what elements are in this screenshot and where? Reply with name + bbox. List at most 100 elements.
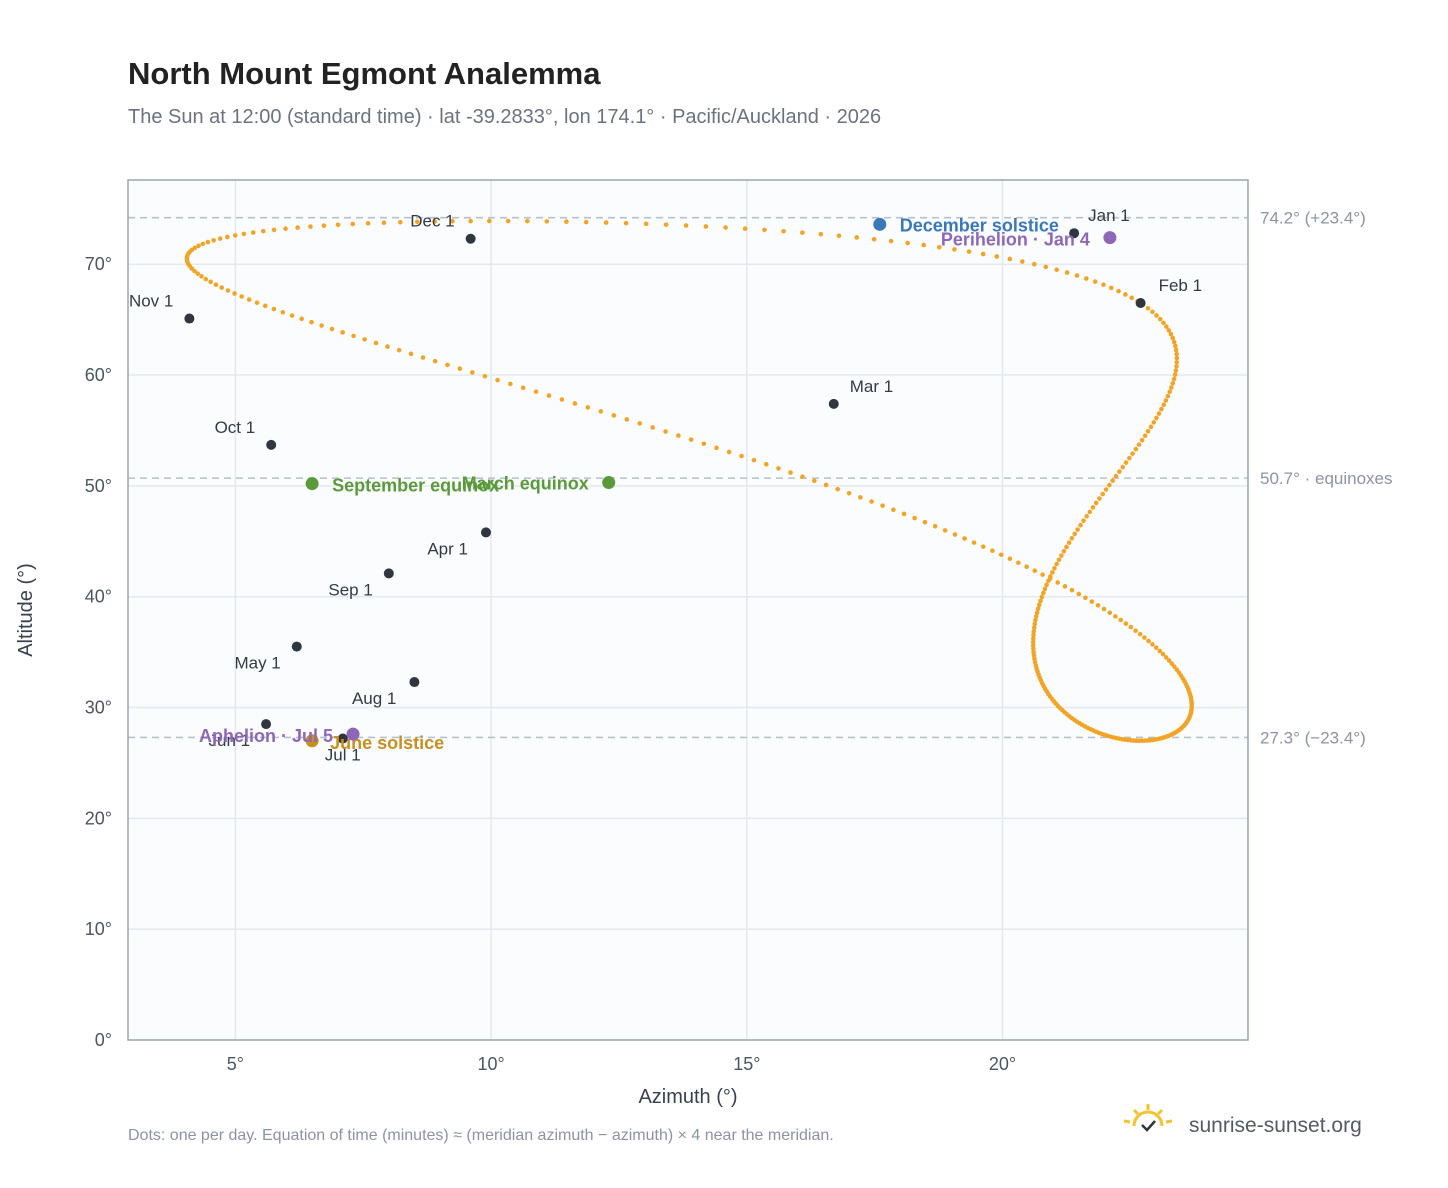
day-dot <box>942 528 948 533</box>
day-dot <box>1163 655 1169 660</box>
day-dot <box>763 461 769 467</box>
sun-logo-icon <box>1123 1104 1173 1132</box>
day-dot <box>1130 451 1135 456</box>
day-dot <box>308 224 313 229</box>
x-tick-label: 10° <box>477 1054 504 1074</box>
day-dot <box>1031 646 1036 652</box>
day-dot <box>701 441 707 447</box>
month-marker <box>828 398 839 409</box>
day-dot <box>1139 437 1145 443</box>
reference-line-label: 27.3° (−23.4°) <box>1260 728 1366 747</box>
day-dot <box>1095 603 1101 608</box>
day-dot <box>1117 469 1122 474</box>
day-dot <box>1056 557 1062 563</box>
day-dot <box>1128 624 1134 630</box>
day-dot <box>583 219 589 225</box>
day-dot <box>739 453 744 459</box>
day-dot <box>1100 491 1106 497</box>
day-dot <box>1050 570 1055 575</box>
day-dot <box>1087 509 1093 515</box>
x-axis-label: Azimuth (°) <box>638 1086 737 1108</box>
day-dot <box>846 490 852 496</box>
reference-line-label: 50.7° · equinoxes <box>1260 469 1393 488</box>
day-dot <box>1145 428 1151 434</box>
day-dot <box>1031 629 1037 634</box>
day-dot <box>450 218 455 224</box>
day-dot <box>271 227 277 233</box>
day-dot <box>408 351 414 357</box>
day-dot <box>1161 320 1166 326</box>
day-dot <box>1173 347 1179 353</box>
day-dot <box>1035 606 1041 612</box>
day-dot <box>1153 645 1159 650</box>
day-dot <box>812 478 817 484</box>
day-dot <box>1151 420 1157 425</box>
day-dot <box>676 433 681 438</box>
month-label: Sep 1 <box>328 580 372 599</box>
day-dot <box>1033 617 1038 623</box>
day-dot <box>623 220 629 226</box>
day-dot <box>818 231 824 237</box>
y-tick-label: 10° <box>85 919 112 939</box>
day-dot <box>788 470 793 475</box>
month-label: Feb 1 <box>1159 276 1202 295</box>
day-dot <box>525 218 530 224</box>
day-dot <box>232 291 237 296</box>
day-dot <box>1137 631 1143 637</box>
day-dot <box>1142 635 1147 640</box>
day-dot <box>295 225 300 230</box>
day-dot <box>1097 496 1102 501</box>
day-dot <box>1174 355 1180 361</box>
day-dot <box>854 235 860 240</box>
day-dot <box>482 373 488 379</box>
day-dot <box>1169 661 1175 666</box>
day-dot <box>486 218 492 224</box>
day-dot <box>1069 535 1075 541</box>
axis-ticks: 5° 10° 15° 20° 0° 10° 20° 30° 40° 50° 60° 70° <box>85 254 1016 1074</box>
day-dot <box>520 385 526 391</box>
day-dot <box>1007 556 1013 562</box>
day-dot <box>901 511 907 517</box>
day-dot <box>246 297 252 302</box>
brand-logo: sunrise-sunset.org <box>1123 1104 1362 1137</box>
day-dot <box>994 254 1000 259</box>
day-dot <box>912 515 917 521</box>
day-dot <box>329 326 335 332</box>
day-dot <box>1170 380 1176 386</box>
day-dot <box>225 234 230 240</box>
x-tick-label: 5° <box>227 1054 244 1074</box>
day-dot <box>921 242 927 248</box>
day-dot <box>980 544 986 549</box>
day-dot <box>836 233 842 239</box>
day-dot <box>823 482 829 488</box>
day-dot <box>1159 406 1164 412</box>
day-dot <box>1170 335 1176 341</box>
day-dot <box>1156 411 1162 416</box>
day-dot <box>1043 264 1049 270</box>
day-dot <box>362 337 367 342</box>
day-dot <box>1136 442 1142 447</box>
footnote: Dots: one per day. Equation of time (min… <box>128 1127 834 1144</box>
event-marker <box>602 476 616 490</box>
analemma-curve <box>184 218 1195 744</box>
day-dot <box>1154 415 1159 421</box>
day-dot <box>1174 351 1179 357</box>
day-dot <box>869 499 874 504</box>
day-dot <box>398 219 403 225</box>
day-dot <box>1089 599 1095 604</box>
day-dot <box>470 370 475 375</box>
day-dot <box>1163 398 1169 403</box>
day-dot <box>1127 455 1132 461</box>
day-dot <box>888 238 894 244</box>
day-dot <box>1066 540 1072 545</box>
day-dot <box>1145 305 1151 311</box>
day-dot <box>1171 339 1177 345</box>
day-dot <box>703 224 709 229</box>
day-dot <box>952 247 957 252</box>
day-dot <box>1161 402 1167 408</box>
day-dot <box>1055 580 1060 585</box>
month-markers: Jan 1 Feb 1 Mar 1 Apr 1 May 1 Jun 1 Jul 1 Aug 1… <box>129 206 1202 764</box>
month-marker <box>383 568 394 579</box>
day-dot <box>1150 309 1155 315</box>
day-dot <box>1059 553 1064 558</box>
